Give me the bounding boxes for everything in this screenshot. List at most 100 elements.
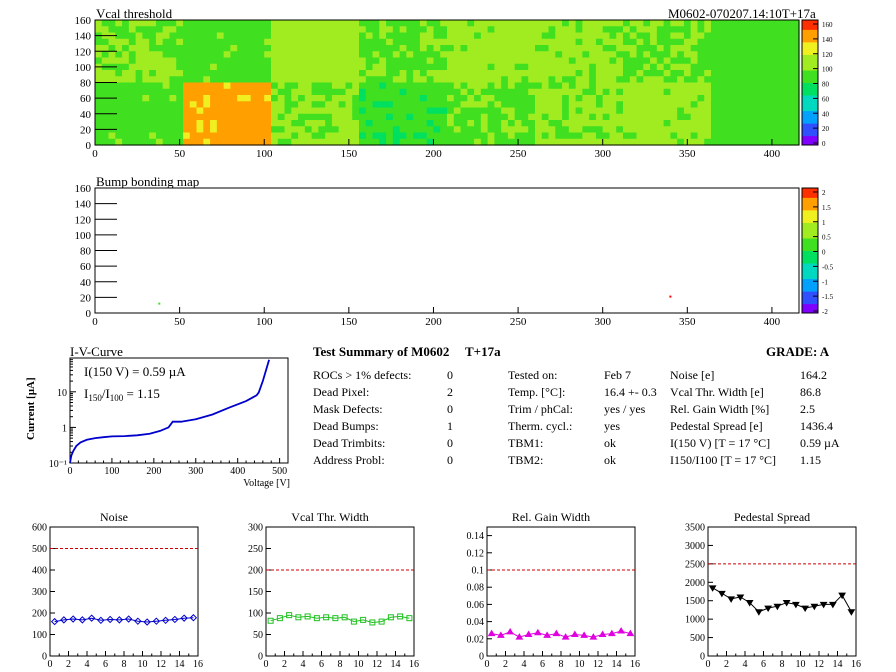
scale-band — [802, 95, 818, 99]
vcal-cell — [731, 95, 739, 102]
vcal-cell — [359, 76, 367, 84]
vcal-cell — [413, 138, 421, 146]
vcal-cell — [562, 101, 570, 109]
vcal-cell — [210, 20, 218, 27]
mini-x-tick-label: 2 — [503, 659, 508, 670]
data-point — [369, 619, 376, 626]
vcal-cell — [677, 63, 685, 71]
vcal-cell — [690, 132, 699, 140]
vcal-cell — [602, 82, 611, 90]
vcal-cell — [541, 138, 550, 146]
vcal-cell — [210, 101, 218, 109]
vcal-cell — [724, 45, 732, 52]
vcal-cell — [717, 101, 726, 109]
vcal-cell — [453, 63, 462, 71]
vcal-cell — [683, 20, 692, 27]
vcal-cell — [697, 107, 705, 115]
vcal-cell — [298, 82, 306, 90]
vcal-cell — [101, 107, 110, 115]
vcal-cell — [284, 138, 292, 146]
vcal-cell — [616, 120, 624, 127]
data-point — [387, 614, 394, 621]
iv-title: I-V-Curve — [70, 344, 123, 359]
vcal-cell — [230, 45, 238, 52]
vcal-cell — [609, 38, 617, 46]
scale-band — [802, 82, 818, 87]
vcal-cell — [717, 132, 726, 140]
vcal-cell — [426, 113, 435, 121]
vcal-cell — [216, 70, 225, 77]
vcal-cell — [595, 76, 604, 84]
vcal-cell — [433, 26, 441, 34]
vcal-cell — [237, 95, 245, 102]
vcal-cell — [704, 32, 712, 40]
vcal-cell — [467, 95, 475, 102]
vcal-cell — [392, 20, 401, 27]
vcal-cell — [108, 57, 116, 65]
scale-band — [802, 284, 818, 289]
vcal-cell — [413, 51, 421, 59]
mini-y-tick-label: 0.08 — [467, 583, 485, 594]
vcal-cell — [474, 138, 482, 146]
vcal-cell — [731, 101, 739, 109]
vcal-cell — [738, 26, 746, 34]
vcal-cell — [183, 51, 191, 59]
mini-x-tick-label: 4 — [522, 659, 527, 670]
vcal-cell — [541, 38, 550, 46]
vcal-cell — [541, 32, 550, 40]
vcal-cell — [277, 32, 286, 40]
vcal-cell — [277, 51, 286, 59]
vcal-cell — [623, 26, 631, 34]
vcal-cell — [115, 45, 123, 52]
vcal-cell — [521, 82, 529, 90]
vcal-cell — [311, 132, 319, 140]
vcal-cell — [453, 132, 462, 140]
summary-label: ROCs > 1% defects: — [313, 368, 411, 382]
vcal-cell — [643, 45, 651, 52]
vcal-cell — [271, 76, 279, 84]
vcal-cell — [535, 107, 543, 115]
vcal-cell — [223, 82, 231, 90]
vcal-cell — [528, 120, 536, 127]
scale-band — [802, 206, 818, 211]
vcal-cell — [426, 63, 435, 71]
vcal-cell — [318, 63, 326, 71]
vcal-cell — [318, 82, 326, 90]
bump-map-hits — [158, 295, 672, 305]
vcal-cell — [514, 126, 523, 134]
vcal-cell — [196, 107, 204, 115]
scale-band — [802, 110, 818, 115]
vcal-cell — [738, 107, 746, 115]
vcal-cell — [717, 82, 726, 90]
vcal-cell — [650, 32, 658, 40]
vcal-cell — [413, 32, 421, 40]
vcal-cell — [447, 126, 455, 134]
vcal-cell — [399, 101, 407, 109]
summary-value: 86.8 — [800, 385, 821, 399]
vcal-cell — [744, 20, 753, 27]
vcal-cell — [724, 132, 732, 140]
vcal-cell — [338, 57, 347, 65]
vcal-cell — [338, 26, 347, 34]
vcal-cell — [135, 70, 143, 77]
vcal-cell — [501, 88, 509, 96]
vcal-cell — [115, 138, 123, 146]
vcal-cell — [575, 32, 583, 40]
vcal-cell — [345, 70, 353, 77]
scale-band — [802, 269, 818, 273]
vcal-cell — [196, 57, 204, 65]
vcal-cell — [656, 20, 665, 27]
vcal-cell — [318, 70, 326, 77]
vcal-map-title: Vcal threshold — [96, 6, 173, 21]
vcal-cell — [162, 76, 171, 84]
vcal-cell — [284, 63, 292, 71]
scale-tick-label: 40 — [822, 110, 830, 118]
vcal-cell — [528, 101, 536, 109]
vcal-cell — [210, 138, 218, 146]
vcal-cell — [189, 132, 198, 140]
vcal-cell — [318, 57, 326, 65]
vcal-cell — [284, 32, 292, 40]
vcal-cell — [548, 70, 556, 77]
vcal-cell — [514, 63, 523, 71]
